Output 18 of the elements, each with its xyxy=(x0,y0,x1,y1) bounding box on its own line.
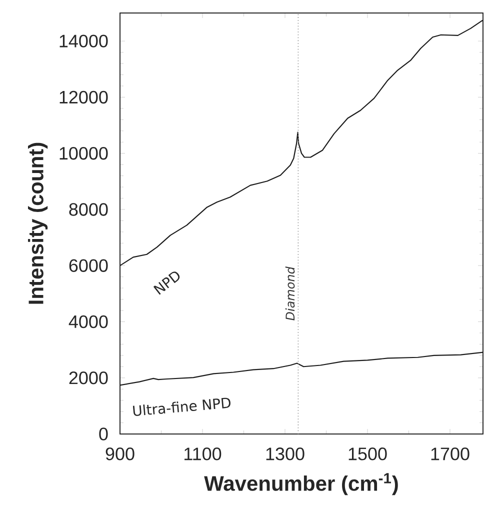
series-label: Ultra-fine NPD xyxy=(132,398,230,416)
y-tick-label: 14000 xyxy=(60,34,108,48)
ref-line-label: Diamond xyxy=(285,266,295,320)
x-tick-label: 1300 xyxy=(266,448,304,460)
y-tick-label: 0 xyxy=(99,428,108,440)
y-tick-label: 4000 xyxy=(68,315,108,328)
y-tick-label: 2000 xyxy=(69,372,108,384)
x-tick-label: 900 xyxy=(106,448,134,460)
x-axis-title: Wavenumber (cm$^{-1}$) xyxy=(204,473,398,496)
y-tick-label: 10000 xyxy=(60,146,108,160)
x-tick-label: 1100 xyxy=(184,448,222,460)
x-tick-label: 1700 xyxy=(431,448,470,460)
y-tick-label: 6000 xyxy=(69,259,108,272)
text: NPD xyxy=(153,272,180,295)
y-tick-label: 12000 xyxy=(60,90,108,104)
x-tick-label: 1500 xyxy=(348,448,387,460)
y-tick-label: 8000 xyxy=(69,203,108,216)
y-axis-title: Intensity (count) xyxy=(28,142,48,304)
